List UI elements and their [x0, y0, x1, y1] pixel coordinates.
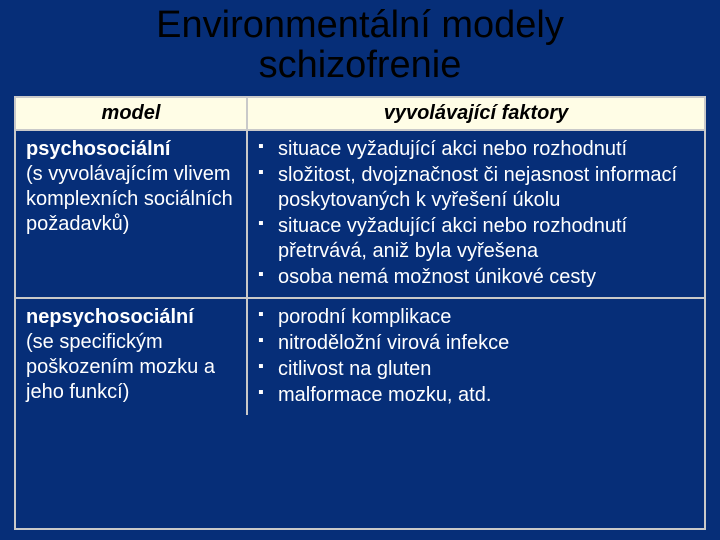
model-desc: (se specifickým poškozením mozku a jeho …	[26, 330, 238, 405]
title-line-1: Environmentální modely	[156, 4, 564, 46]
table-header-row: model vyvolávající faktory	[16, 98, 704, 131]
list-item: situace vyžadující akci nebo rozhodnutí	[254, 137, 694, 162]
slide-title: Environmentální modely schizofrenie	[14, 6, 706, 86]
list-item: nitroděložní virová infekce	[254, 331, 694, 356]
model-name: psychosociální	[26, 137, 238, 162]
model-name: nepsychosociální	[26, 305, 238, 330]
list-item: malformace mozku, atd.	[254, 383, 694, 408]
list-item: osoba nemá možnost únikové cesty	[254, 265, 694, 290]
table-row: nepsychosociální (se specifickým poškoze…	[16, 299, 704, 415]
list-item: situace vyžadující akci nebo rozhodnutí …	[254, 214, 694, 264]
factors-cell: situace vyžadující akci nebo rozhodnutí …	[248, 131, 704, 297]
models-table: model vyvolávající faktory psychosociáln…	[14, 96, 706, 530]
model-desc: (s vyvolávajícím vlivem komplexních soci…	[26, 162, 238, 237]
model-cell: nepsychosociální (se specifickým poškoze…	[16, 299, 248, 415]
model-cell: psychosociální (s vyvolávajícím vlivem k…	[16, 131, 248, 297]
title-line-2: schizofrenie	[259, 44, 462, 86]
list-item: porodní komplikace	[254, 305, 694, 330]
list-item: složitost, dvojznačnost či nejasnost inf…	[254, 163, 694, 213]
header-col-factors: vyvolávající faktory	[248, 98, 704, 129]
header-col-model: model	[16, 98, 248, 129]
table-row: psychosociální (s vyvolávajícím vlivem k…	[16, 131, 704, 299]
list-item: citlivost na gluten	[254, 357, 694, 382]
slide: Environmentální modely schizofrenie mode…	[0, 0, 720, 540]
factors-list: situace vyžadující akci nebo rozhodnutí …	[254, 137, 694, 290]
factors-list: porodní komplikace nitroděložní virová i…	[254, 305, 694, 408]
factors-cell: porodní komplikace nitroděložní virová i…	[248, 299, 704, 415]
